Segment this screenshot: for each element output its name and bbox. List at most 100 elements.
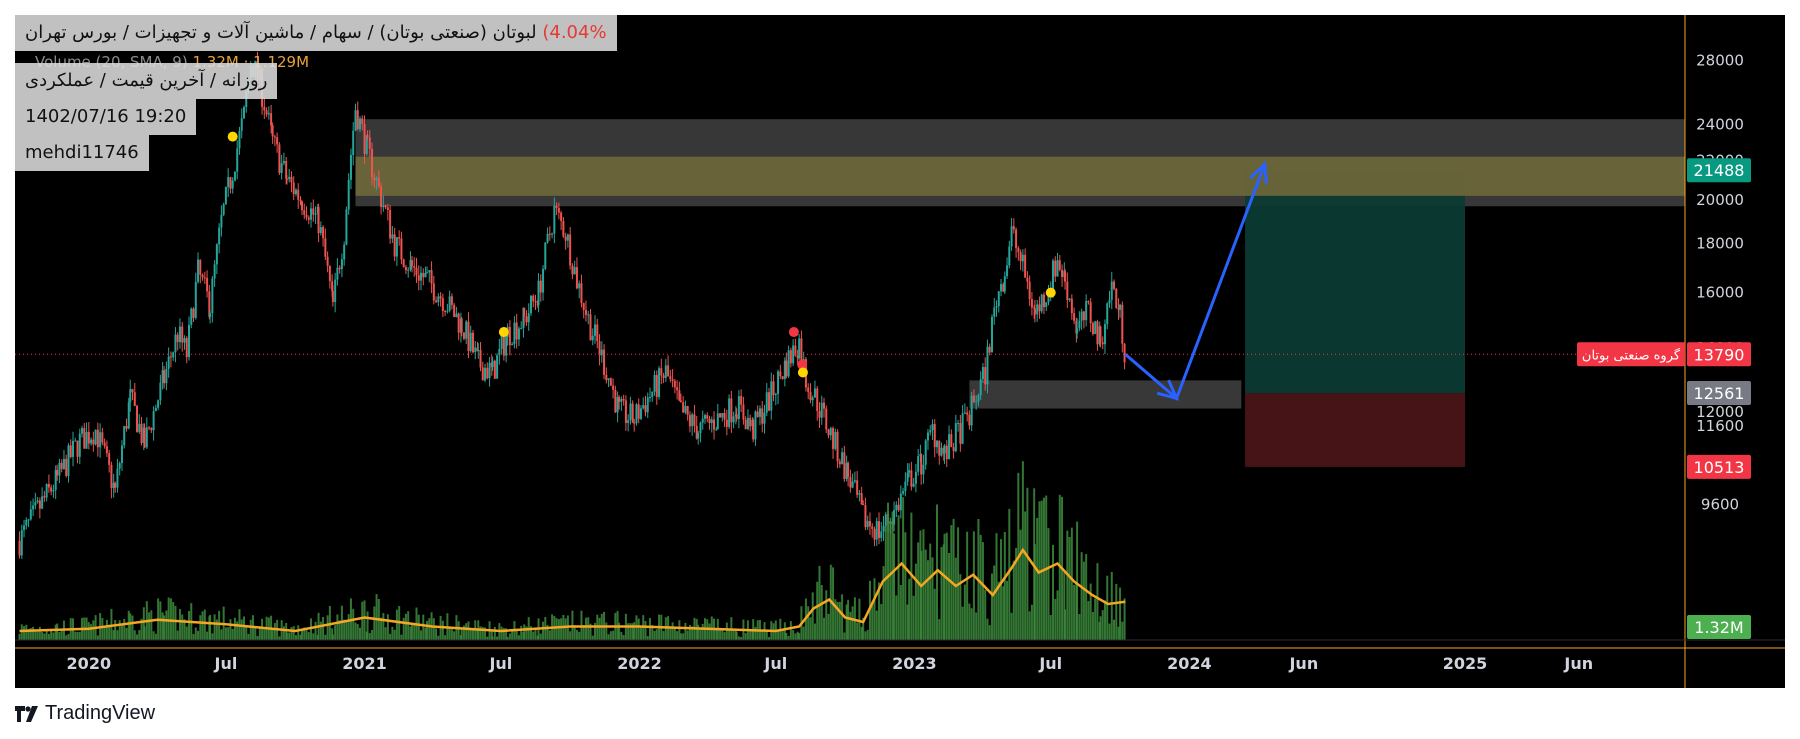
candle-body (285, 161, 288, 179)
candle-body (539, 280, 542, 293)
volume-bar (792, 629, 795, 640)
volume-bar (375, 594, 378, 640)
candle-body (644, 405, 647, 413)
candle-body (58, 462, 61, 476)
volume-bar (384, 627, 387, 640)
candle-body (796, 355, 799, 359)
volume-bar (598, 617, 601, 640)
candle-body (868, 520, 871, 527)
volume-bar (453, 631, 456, 640)
candle-body (725, 419, 728, 427)
candle-body (413, 266, 416, 268)
candle-body (1110, 281, 1113, 300)
candle-body (224, 186, 227, 205)
volume-bar (218, 610, 221, 640)
price-tag-13790: 13790 (1687, 342, 1751, 367)
candle-body (365, 135, 368, 155)
candle-body (120, 445, 123, 464)
volume-bar (735, 631, 738, 640)
volume-bar (437, 635, 440, 640)
volume-bar (679, 633, 682, 640)
candle-body (893, 510, 896, 525)
chart-area[interactable]: 2800024000220002000018000160001400012000… (15, 15, 1785, 688)
candle-body (303, 210, 306, 215)
volume-bar (926, 560, 929, 640)
tradingview-logo[interactable]: TradingView (15, 702, 155, 725)
candle-body (118, 463, 121, 469)
volume-bar (884, 525, 887, 640)
volume-bar (120, 624, 123, 640)
candle-body (1006, 265, 1009, 277)
volume-bar (87, 622, 90, 640)
volume-bar (827, 613, 830, 640)
signal-dot (498, 327, 509, 338)
candle-body (908, 470, 911, 473)
volume-bar (409, 626, 412, 640)
candle-body (858, 493, 861, 495)
volume-bar (201, 611, 204, 640)
volume-bar (441, 620, 444, 640)
candle-body (439, 296, 442, 299)
candle-body (424, 273, 427, 278)
candle-body (708, 418, 711, 424)
x-tick-label: 2025 (1443, 654, 1488, 673)
volume-bar (58, 631, 61, 640)
volume-bar (673, 627, 676, 640)
candle-body (926, 432, 929, 441)
candle-body (649, 396, 652, 398)
candle-body (505, 336, 508, 356)
price-tag-text: 13790 (1694, 345, 1745, 364)
candle-body (479, 349, 482, 368)
volume-bar (873, 578, 876, 640)
candle-body (389, 210, 392, 239)
volume-bar (834, 599, 837, 640)
volume-bar (546, 624, 549, 640)
candle-body (1012, 226, 1015, 230)
price-tag-bg (1687, 158, 1751, 183)
candle-body (500, 335, 503, 349)
volume-bar (783, 622, 786, 640)
candle-body (933, 424, 936, 448)
candle-body (977, 395, 980, 402)
volume-bar (914, 563, 917, 640)
candle-body (1091, 323, 1094, 335)
candlestick-chart[interactable]: 2800024000220002000018000160001400012000… (15, 15, 1785, 688)
candle-body (129, 389, 132, 403)
candle-body (517, 328, 520, 340)
candle-body (422, 272, 425, 278)
candle-body (695, 425, 698, 439)
volume-bar (435, 628, 438, 640)
volume-bar (1024, 511, 1027, 640)
candle-body (103, 442, 106, 447)
volume-bar (836, 601, 839, 640)
candle-body (827, 429, 830, 436)
volume-bar (328, 605, 331, 640)
candle-body (270, 113, 273, 126)
candle-body (679, 400, 682, 403)
candle-body (20, 530, 23, 556)
candle-body (334, 279, 337, 303)
candle-body (931, 424, 934, 431)
volume-bar (127, 610, 130, 640)
candle-body (984, 367, 987, 385)
volume-bar (486, 636, 489, 640)
volume-bar (517, 635, 520, 640)
candle-body (569, 234, 572, 266)
volume-bar (891, 511, 894, 640)
candle-body (34, 502, 37, 506)
candle-body (288, 176, 291, 180)
volume-bar (314, 621, 317, 640)
candle-body (703, 415, 706, 419)
candle-body (361, 118, 364, 124)
candle-body (366, 135, 369, 138)
candle-body (127, 402, 130, 429)
volume-bar (548, 630, 551, 640)
volume-bar (469, 628, 472, 640)
candle-body (101, 432, 104, 443)
candle-body (181, 326, 184, 343)
candle-body (603, 349, 606, 375)
candle-body (938, 440, 941, 456)
volume-bar (432, 618, 435, 640)
volume-bar (564, 618, 567, 640)
volume-bar (154, 633, 157, 640)
